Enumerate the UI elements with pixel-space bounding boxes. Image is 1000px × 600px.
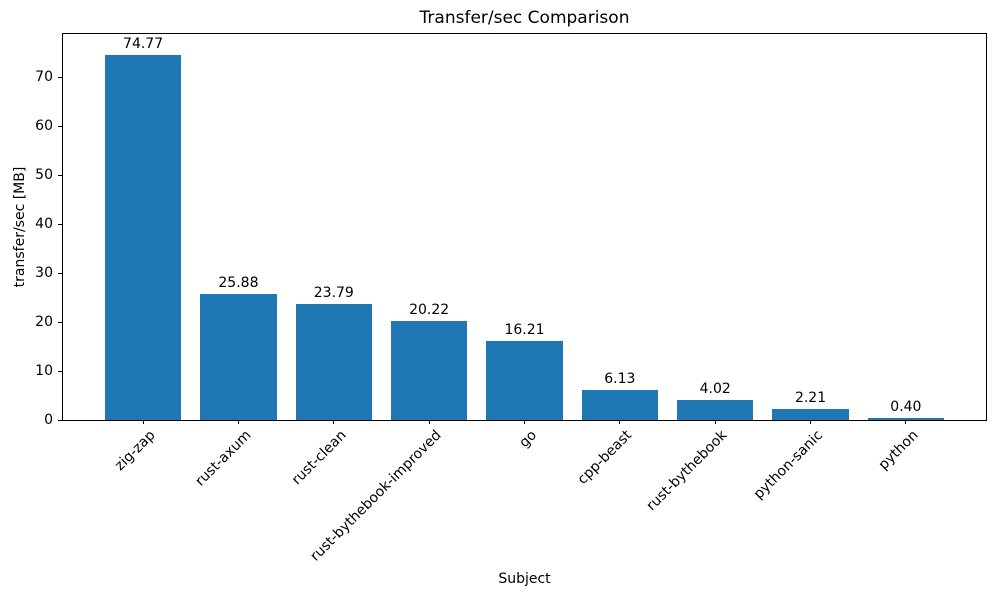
- y-axis-tick-label: 0: [44, 411, 53, 428]
- y-axis-tick: [58, 126, 62, 128]
- y-axis-tick: [58, 370, 62, 372]
- bar-value-label: 6.13: [604, 371, 636, 388]
- y-axis-tick-label: 40: [35, 216, 53, 233]
- x-axis-tick: [714, 420, 716, 424]
- y-axis-tick-label: 20: [35, 313, 53, 330]
- x-axis-tick: [237, 420, 239, 424]
- x-axis-tick: [905, 420, 907, 424]
- y-axis-tick: [58, 77, 62, 79]
- bar-value-label: 25.88: [218, 274, 259, 291]
- x-axis-tick-label: python-sanic: [750, 427, 827, 503]
- x-axis-tick-label: rust-bythebook: [644, 427, 731, 515]
- x-axis-tick: [428, 420, 430, 424]
- y-axis-tick: [58, 419, 62, 421]
- y-axis-tick: [58, 175, 62, 177]
- x-axis-tick-label: go: [516, 427, 541, 451]
- x-axis-tick-label: python: [875, 427, 922, 474]
- y-axis-tick: [58, 272, 62, 274]
- bar-value-label: 0.40: [890, 399, 922, 416]
- bar-value-label: 2.21: [794, 390, 827, 407]
- bar: [391, 321, 468, 420]
- bar: [581, 390, 658, 420]
- bar: [772, 409, 849, 420]
- chart-title: Transfer/sec Comparison: [419, 8, 630, 28]
- y-axis-tick-label: 70: [35, 69, 53, 86]
- bar: [104, 54, 182, 420]
- x-axis-tick: [810, 420, 812, 424]
- bar-value-label: 20.22: [409, 302, 450, 319]
- plot-area: 0 10 20 30 40 50 60 70 74.77 zig-zap 25.88 rust-axu…: [35, 33, 987, 564]
- y-axis-tick-label: 30: [35, 264, 53, 281]
- bar: [200, 293, 277, 420]
- x-axis-tick: [524, 420, 525, 424]
- bar-value-label: 23.79: [313, 284, 354, 301]
- y-axis-tick-label: 60: [35, 118, 53, 135]
- bar-value-label: 4.02: [699, 381, 731, 398]
- x-axis-label: Subject: [498, 571, 551, 587]
- bar: [867, 418, 945, 420]
- y-axis-tick: [58, 224, 62, 226]
- x-axis-tick-label: rust-clean: [288, 427, 350, 489]
- x-axis-tick-label: zig-zap: [112, 427, 159, 474]
- y-axis-tick-label: 50: [35, 167, 53, 184]
- y-axis-tick-label: 10: [35, 362, 53, 379]
- bar: [486, 340, 563, 420]
- bar-value-label: 74.77: [123, 35, 164, 52]
- y-axis-tick: [58, 321, 62, 323]
- x-axis-tick: [333, 420, 335, 424]
- x-axis-tick: [619, 420, 621, 424]
- bar: [295, 303, 372, 420]
- x-axis-tick-label: cpp-beast: [575, 427, 636, 488]
- bar: [677, 400, 754, 420]
- bar-value-label: 16.21: [504, 321, 545, 338]
- x-axis-tick-label: rust-axum: [191, 427, 255, 490]
- x-axis-tick: [142, 420, 144, 424]
